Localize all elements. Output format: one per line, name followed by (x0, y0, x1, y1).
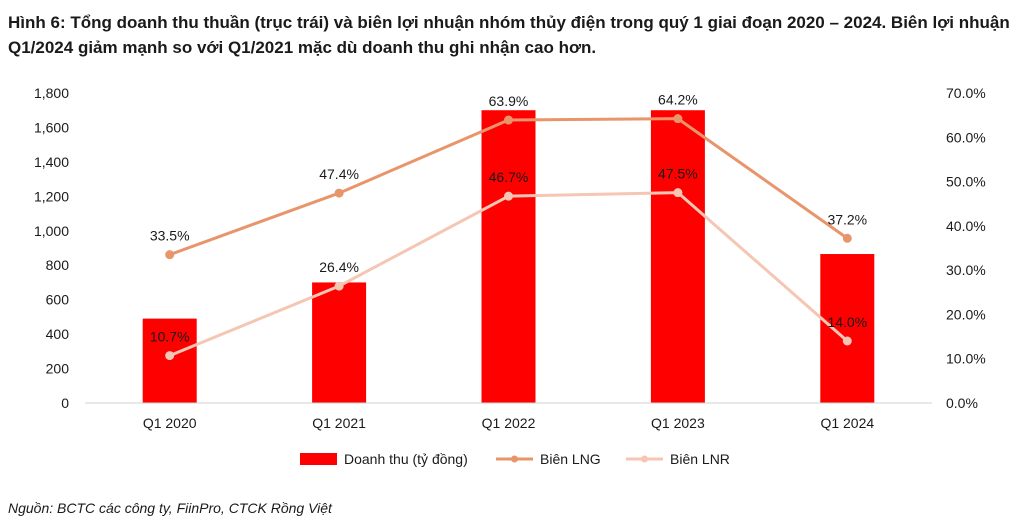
x-tick-label: Q1 2023 (651, 415, 705, 431)
y-left-tick-label: 800 (46, 257, 70, 273)
lnr-data-label: 26.4% (319, 259, 359, 275)
lnr-point (334, 281, 344, 291)
legend-marker-lng (511, 455, 518, 463)
x-tick-label: Q1 2022 (482, 415, 536, 431)
y-right-tick-label: 60.0% (946, 129, 986, 145)
lng-data-label: 47.4% (319, 166, 359, 182)
y-left-tick-label: 1,800 (34, 85, 69, 101)
lnr-data-label: 10.7% (150, 329, 190, 345)
lng-data-label: 37.2% (827, 211, 867, 227)
lng-point (165, 250, 175, 260)
bar-2 (312, 282, 367, 403)
source-note: Nguồn: BCTC các công ty, FiinPro, CTCK R… (8, 500, 332, 516)
lng-data-label: 64.2% (658, 92, 698, 108)
y-right-tick-label: 50.0% (946, 174, 986, 190)
lnr-point (165, 351, 175, 361)
bar-1 (142, 318, 197, 403)
y-left-tick-label: 1,600 (34, 119, 69, 135)
lnr-data-label: 47.5% (658, 166, 698, 182)
legend-label-revenue: Doanh thu (tỷ đồng) (344, 451, 468, 467)
y-left-tick-label: 1,000 (34, 223, 69, 239)
legend-marker-lnr (641, 455, 648, 463)
y-left-tick-label: 600 (46, 292, 70, 308)
bar-5 (820, 254, 875, 403)
x-tick-label: Q1 2024 (820, 415, 874, 431)
y-right-tick-label: 40.0% (946, 218, 986, 234)
lng-data-label: 33.5% (150, 228, 190, 244)
y-left-tick-label: 1,200 (34, 188, 69, 204)
lnr-point (504, 191, 513, 201)
lng-point (673, 114, 683, 124)
y-left-tick-label: 200 (46, 361, 70, 377)
legend-label-lng: Biên LNG (540, 451, 601, 467)
y-left-tick-label: 400 (46, 326, 70, 342)
lnr-point (842, 336, 852, 346)
lng-point (504, 115, 513, 125)
y-left-tick-label: 0 (61, 395, 69, 411)
lines-layer (165, 114, 852, 361)
axis-layer: 0 200 400 600 800 1,000 1,200 1,400 1,600 1,800 0.… (34, 85, 986, 431)
legend-swatch-revenue (300, 453, 337, 465)
lnr-point (673, 188, 683, 198)
legend: Doanh thu (tỷ đồng) Biên LNG Biên LNR (300, 451, 730, 467)
bars-layer (142, 110, 875, 403)
lng-point (334, 188, 344, 198)
bar-3 (481, 110, 536, 403)
lnr-data-label: 14.0% (827, 314, 867, 330)
y-left-tick-label: 1,400 (34, 154, 69, 170)
lng-data-label: 63.9% (489, 93, 529, 109)
legend-label-lnr: Biên LNR (670, 451, 730, 467)
x-tick-label: Q1 2021 (312, 415, 366, 431)
x-tick-label: Q1 2020 (143, 415, 197, 431)
lng-point (842, 233, 852, 243)
chart-title: Hình 6: Tổng doanh thu thuần (trục trái)… (8, 13, 1010, 57)
y-right-tick-label: 30.0% (946, 262, 986, 278)
labels-layer: 33.5% 47.4% 63.9% 64.2% 37.2% 10.7% 26.4% 46.7%… (150, 92, 867, 345)
lnr-data-label: 46.7% (489, 169, 529, 185)
y-right-tick-label: 10.0% (946, 351, 986, 367)
y-right-tick-label: 0.0% (946, 395, 978, 411)
y-right-tick-label: 20.0% (946, 306, 986, 322)
bar-4 (650, 110, 705, 403)
y-right-tick-label: 70.0% (946, 85, 986, 101)
